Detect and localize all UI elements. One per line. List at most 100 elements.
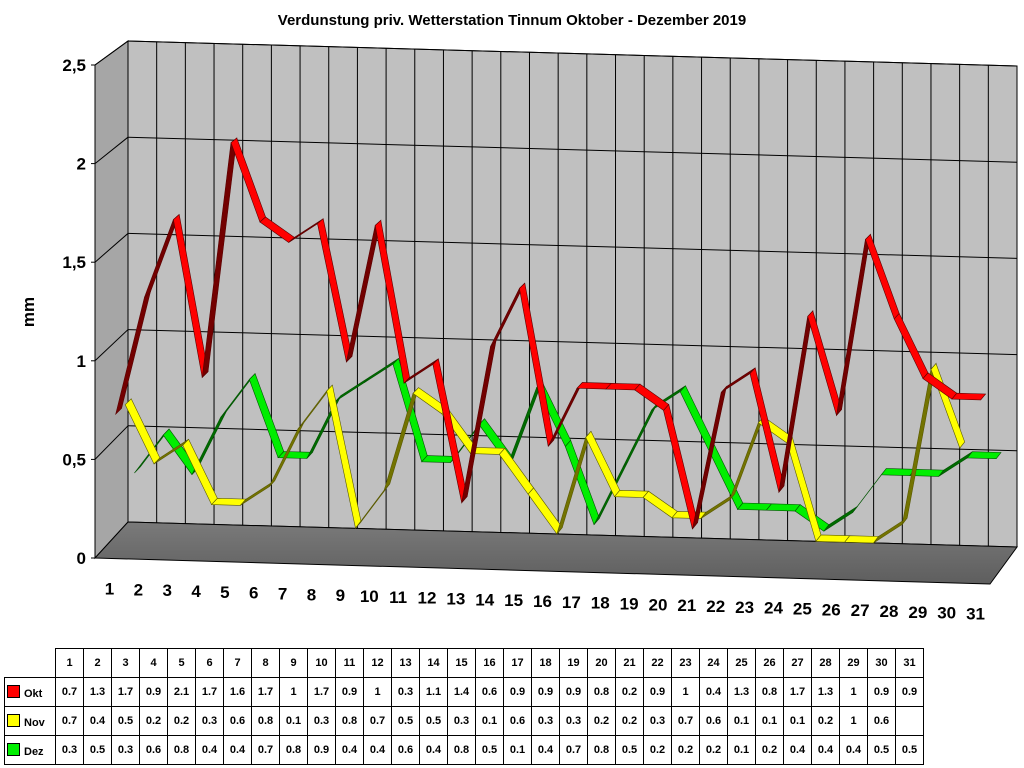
table-cell: 1.6 <box>223 677 252 707</box>
table-cell: 0.2 <box>643 735 672 765</box>
data-table: 1 2 3 4 5 6 7 8 9 10 11 12 13 14 15 16 17 18 19 20 21 22 23 24 2… <box>4 648 924 765</box>
y-tick-label: 2,5 <box>62 56 86 75</box>
table-cell: 0.3 <box>559 706 588 736</box>
gridline <box>94 136 129 164</box>
x-tick-label: 3 <box>162 581 171 600</box>
table-cell: 0.2 <box>699 735 728 765</box>
x-tick-label: 6 <box>249 584 258 603</box>
gridline <box>127 40 1018 67</box>
x-tick-label: 29 <box>908 603 927 622</box>
table-cell: 1 <box>839 677 868 707</box>
table-cell: 0.7 <box>671 706 700 736</box>
table-header-cell: 4 <box>139 648 168 678</box>
table-cell: 0.9 <box>139 677 168 707</box>
table-cell: 0.1 <box>475 706 504 736</box>
table-cell: 0.4 <box>335 735 364 765</box>
gridline <box>127 329 1018 356</box>
series-okt <box>115 137 987 530</box>
table-header-cell: 31 <box>895 648 924 678</box>
table-cell: 0.2 <box>615 677 644 707</box>
table-cell: 0.4 <box>783 735 812 765</box>
series-segment <box>576 382 612 390</box>
table-cell: 0.2 <box>615 706 644 736</box>
table-cell <box>895 706 924 736</box>
x-tick-label: 4 <box>191 582 201 601</box>
y-axis-label: mm <box>19 297 38 327</box>
gridline <box>127 136 1018 163</box>
series-segment <box>951 392 987 401</box>
table-header-cell: 14 <box>419 648 448 678</box>
table-cell: 0.1 <box>727 706 756 736</box>
table-cell: 0.1 <box>503 735 532 765</box>
x-tick-label: 15 <box>504 591 523 610</box>
y-tick-label: 0 <box>77 549 86 568</box>
table-cell: 0.7 <box>559 735 588 765</box>
table-cell: 0.5 <box>475 735 504 765</box>
x-tick-label: 10 <box>360 587 379 606</box>
table-header-row: 1 2 3 4 5 6 7 8 9 10 11 12 13 14 15 16 17 18 19 20 21 22 23 24 2… <box>5 648 924 678</box>
series-lines <box>115 137 1002 544</box>
legend-label: Dez <box>24 745 44 758</box>
table-header-cell: 8 <box>251 648 280 678</box>
table-cell: 0.3 <box>531 706 560 736</box>
table-cell: 0.4 <box>811 735 840 765</box>
series-segment <box>736 502 773 511</box>
table-cell: 0.2 <box>671 735 700 765</box>
table-header-cell: 1 <box>55 648 84 678</box>
table-cell: 0.6 <box>867 706 896 736</box>
y-tick-label: 1,5 <box>62 253 86 272</box>
table-header-cell: 28 <box>811 648 840 678</box>
table-cell: 0.5 <box>391 706 420 736</box>
x-tick-label: 30 <box>937 604 956 623</box>
table-cell: 1 <box>671 677 700 707</box>
table-header-cell: 22 <box>643 648 672 678</box>
series-segment <box>815 534 851 543</box>
x-tick-label: 20 <box>649 595 668 614</box>
x-tick-label: 17 <box>562 593 581 612</box>
series-segment <box>605 382 641 391</box>
table-cell: 0.8 <box>335 706 364 736</box>
table-cell: 0.7 <box>251 735 280 765</box>
table-cell: 0.8 <box>279 735 308 765</box>
table-cell: 0.4 <box>223 735 252 765</box>
x-tick-label: 27 <box>851 601 870 620</box>
x-tick-label: 9 <box>336 586 345 605</box>
table-header-cell: 11 <box>335 648 364 678</box>
table-cell: 1.3 <box>727 677 756 707</box>
x-tick-label: 7 <box>278 584 287 603</box>
table-cell: 0.4 <box>195 735 224 765</box>
table-cell: 0.3 <box>447 706 476 736</box>
x-tick-label: 22 <box>706 597 725 616</box>
table-cell: 1 <box>839 706 868 736</box>
table-cell: 0.8 <box>251 706 280 736</box>
table-header-cell: 25 <box>727 648 756 678</box>
x-tick-label: 13 <box>446 589 465 608</box>
legend-swatch <box>7 742 20 756</box>
chart-title: Verdunstung priv. Wetterstation Tinnum O… <box>278 12 746 29</box>
x-tick-label: 1 <box>105 579 114 598</box>
table-cell: 0.8 <box>167 735 196 765</box>
table-header-cell: 20 <box>587 648 616 678</box>
x-tick-label: 5 <box>220 583 229 602</box>
table-header-cell: 24 <box>699 648 728 678</box>
table-cell: 1.7 <box>251 677 280 707</box>
x-tick-label: 31 <box>966 605 985 624</box>
table-header-cell: 9 <box>279 648 308 678</box>
table-header-cell: 16 <box>475 648 504 678</box>
table-row: Dez 0.3 0.5 0.3 0.6 0.8 0.4 0.4 0.7 0.8 0.9 0.4 0.4 0… <box>4 735 924 765</box>
table-cell: 0.2 <box>811 706 840 736</box>
table-header-cell: 5 <box>167 648 196 678</box>
table-cell: 0.2 <box>587 706 616 736</box>
x-tick-label: 18 <box>591 594 610 613</box>
table-cell: 0.4 <box>699 677 728 707</box>
table-cell: 0.6 <box>699 706 728 736</box>
table-cell: 0.9 <box>503 677 532 707</box>
table-header-cell: 13 <box>391 648 420 678</box>
table-cell: 0.7 <box>363 706 392 736</box>
table-header-cell: 2 <box>83 648 112 678</box>
table-cell: 0.5 <box>419 706 448 736</box>
table-cell: 0.9 <box>867 677 896 707</box>
legend-entry: Nov <box>4 706 56 736</box>
table-row: Nov 0.7 0.4 0.5 0.2 0.2 0.3 0.6 0.8 0.1 0.3 0.8 0.7 0… <box>4 706 924 736</box>
table-cell: 0.3 <box>391 677 420 707</box>
